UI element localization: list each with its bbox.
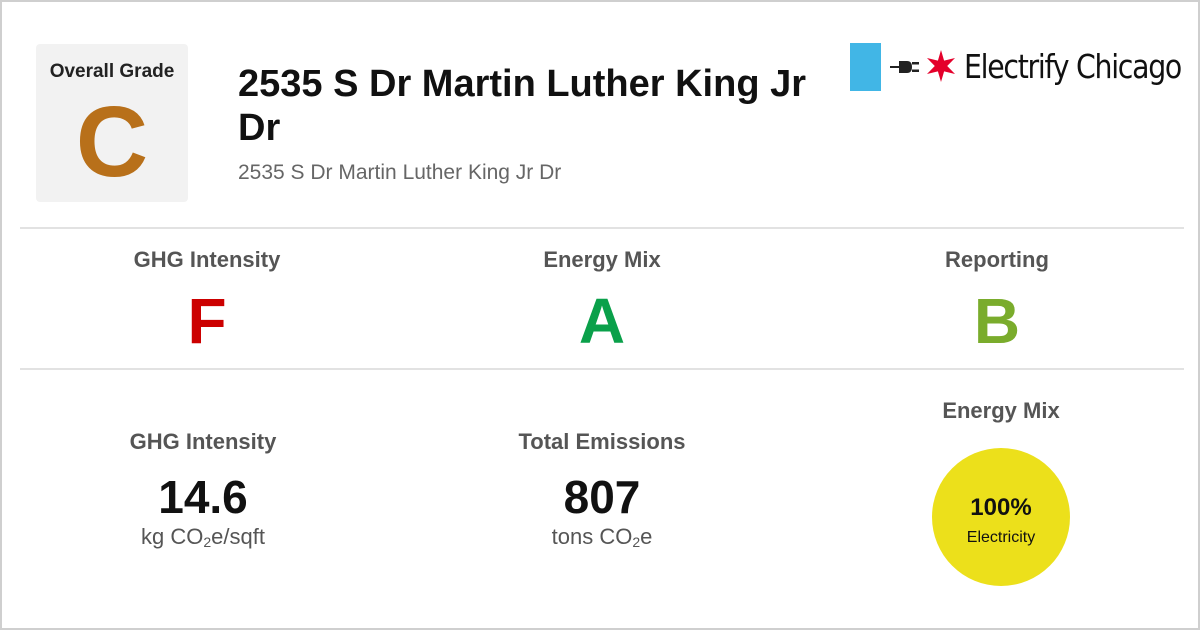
grade-letter: F <box>187 285 227 357</box>
stat-unit: kg CO2e/sqft <box>141 524 265 550</box>
grade-energy-mix: Energy Mix A <box>402 247 802 353</box>
stat-value: 807 <box>563 471 641 523</box>
energy-mix-source: Electricity <box>966 529 1036 546</box>
grade-label: Reporting <box>945 247 1049 272</box>
electrify-chicago-logo: Electrify Chicago <box>850 43 1182 91</box>
grade-letter: A <box>578 285 626 357</box>
building-title: 2535 S Dr Martin Luther King Jr Dr <box>238 63 807 149</box>
stat-label: GHG Intensity <box>129 429 277 454</box>
grade-reporting: Reporting B <box>797 247 1197 353</box>
plug-icon <box>890 61 919 73</box>
energy-mix-circle: 100% Electricity <box>932 448 1070 586</box>
flag-bar <box>850 43 881 91</box>
overall-grade-box: Overall Grade C <box>36 44 188 202</box>
brand-name: Electrify Chicago <box>964 47 1182 86</box>
grade-letter: B <box>973 285 1021 357</box>
energy-mix-percent: 100% <box>970 494 1032 521</box>
stat-ghg-intensity: GHG Intensity 14.6 kg CO2e/sqft <box>3 429 403 550</box>
divider <box>20 368 1184 370</box>
stat-unit: tons CO2e <box>551 524 653 550</box>
stat-label: Total Emissions <box>518 429 686 454</box>
stat-total-emissions: Total Emissions 807 tons CO2e <box>402 429 802 550</box>
building-address: 2535 S Dr Martin Luther King Jr Dr <box>238 161 562 184</box>
overall-grade-label: Overall Grade <box>49 61 175 82</box>
overall-grade-letter: C <box>75 86 149 198</box>
stat-energy-mix: Energy Mix <box>801 398 1200 424</box>
chicago-star-icon <box>927 50 955 82</box>
grade-ghg-intensity: GHG Intensity F <box>7 247 407 353</box>
grade-label: GHG Intensity <box>133 247 281 272</box>
divider <box>20 227 1184 229</box>
stat-value: 14.6 <box>158 471 248 523</box>
stat-label: Energy Mix <box>942 398 1060 423</box>
grade-label: Energy Mix <box>543 247 661 272</box>
